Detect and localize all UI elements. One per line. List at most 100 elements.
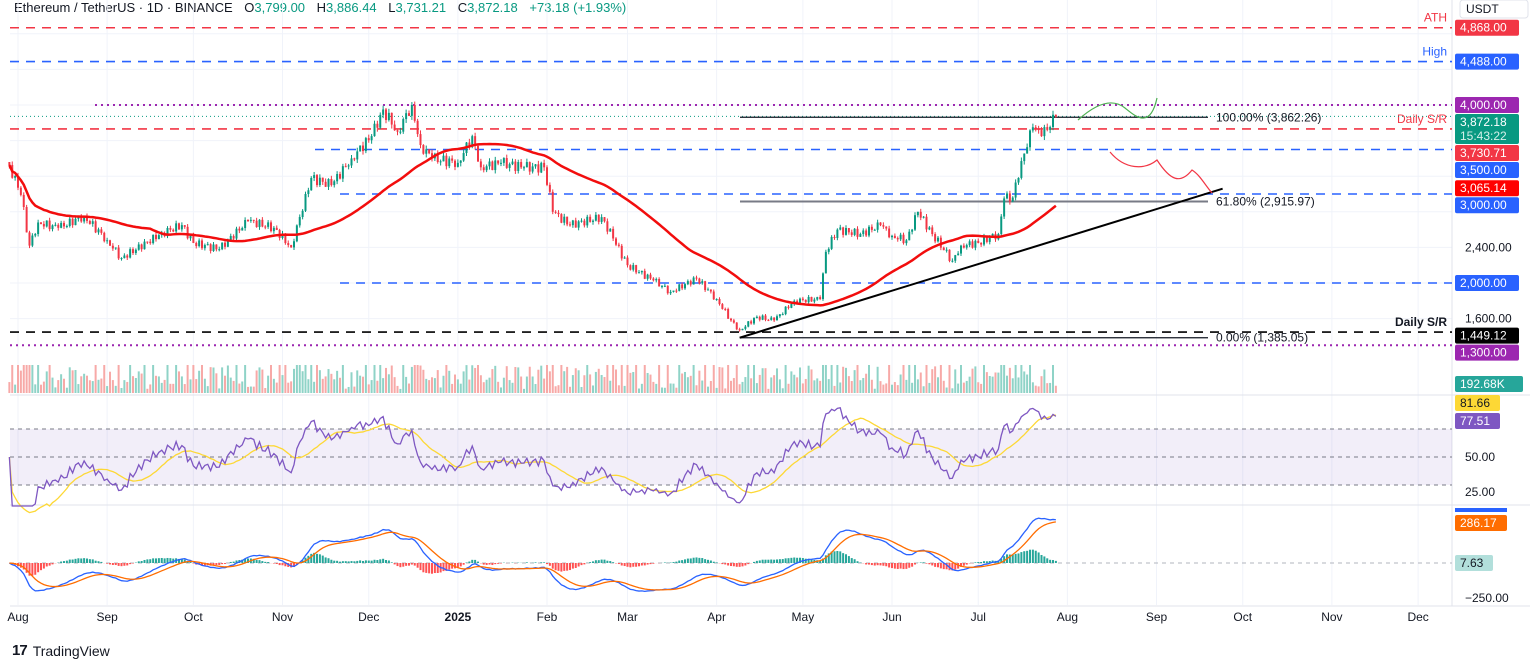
price-chart[interactable]: ATH High Daily S/R Daily S/R 100.00% (3,862.…	[0, 0, 1536, 640]
price-tag-level-3500: 3,500.00	[1460, 163, 1507, 177]
volume-bar	[491, 369, 494, 393]
volume-bar	[120, 387, 123, 393]
macd-histogram-bar	[724, 563, 727, 565]
candle	[439, 161, 442, 163]
ma-value-tag-bg	[1455, 180, 1519, 197]
candle	[827, 248, 830, 252]
macd-histogram-bar	[1054, 560, 1057, 563]
macd-histogram-bar	[684, 559, 686, 563]
candle	[663, 285, 666, 287]
volume-bar	[983, 365, 985, 393]
candle	[824, 251, 827, 274]
macd-histogram-bar	[45, 563, 48, 567]
volume-bar	[709, 380, 712, 393]
macd-histogram-bar	[367, 560, 370, 563]
volume-bar	[353, 386, 356, 393]
macd-histogram-bar	[882, 563, 885, 566]
last-price-tag-bg	[1455, 114, 1519, 144]
candle	[856, 228, 859, 237]
volume-bar	[422, 369, 425, 393]
macd-histogram-bar	[836, 551, 839, 563]
volume-bar	[149, 384, 152, 393]
currency-button[interactable]	[1459, 0, 1529, 19]
price-tag-high-bg	[1455, 53, 1519, 70]
candle	[183, 225, 186, 227]
volume-bar	[1008, 367, 1011, 393]
volume-bar	[574, 368, 577, 393]
price-tag-level-4000-bg	[1455, 97, 1519, 113]
candle	[350, 158, 353, 166]
volume-bar	[931, 369, 934, 393]
candle	[40, 222, 42, 224]
macd-histogram-bar	[77, 558, 80, 563]
candle	[172, 229, 175, 232]
volume-bar	[934, 366, 937, 393]
volume-bar	[57, 380, 60, 393]
macd-histogram-bar	[129, 563, 132, 565]
candle	[169, 228, 172, 230]
candle	[911, 229, 914, 232]
candle	[353, 158, 356, 160]
macd-histogram-bar	[1029, 549, 1031, 563]
candle	[19, 187, 22, 195]
macd-histogram-bar	[341, 561, 344, 563]
candle	[796, 300, 799, 304]
macd-histogram-bar	[462, 563, 465, 565]
macd-histogram-bar	[589, 562, 592, 563]
volume-bar	[198, 370, 201, 393]
candle	[1046, 127, 1049, 130]
candle	[347, 165, 350, 167]
volume-bar	[905, 379, 908, 393]
macd-histogram-bar	[715, 562, 718, 563]
level-caption-daily-sr-upper: Daily S/R	[1397, 112, 1447, 126]
volume-bar	[830, 365, 833, 393]
candle	[523, 167, 525, 169]
volume-bar	[876, 366, 879, 393]
volume-bar	[727, 365, 730, 393]
macd-histogram-bar	[155, 558, 157, 563]
candle	[120, 258, 123, 260]
volume-bar	[166, 365, 169, 393]
macd-histogram-bar	[71, 559, 74, 563]
candle	[707, 289, 709, 291]
volume-bar	[221, 367, 224, 393]
candle	[1031, 127, 1034, 131]
open-value: 3,799.00	[254, 0, 306, 15]
candle	[873, 229, 876, 231]
candle	[560, 214, 563, 223]
price-tag-level-3000: 3,000.00	[1460, 198, 1507, 212]
macd-histogram-bar	[965, 563, 968, 565]
candle	[804, 299, 807, 303]
macd-histogram-bar	[902, 563, 905, 570]
symbol-title[interactable]: Ethereum / TetherUS · 1D · BINANCE	[14, 0, 233, 15]
macd-histogram-bar	[592, 561, 594, 563]
candle	[146, 241, 149, 243]
macd-histogram-bar	[310, 553, 313, 563]
candle	[114, 247, 117, 249]
candle	[735, 322, 738, 330]
candle	[241, 228, 244, 231]
volume-bar	[764, 368, 767, 393]
candle	[747, 321, 750, 327]
volume-bar	[571, 375, 574, 393]
macd-histogram-bar	[563, 563, 566, 571]
volume-bar	[1034, 385, 1037, 393]
volume-bar	[25, 365, 28, 393]
volume-bar	[471, 365, 474, 393]
volume-bar	[241, 381, 244, 393]
macd-histogram-bar	[22, 563, 25, 570]
candle	[474, 136, 477, 146]
macd-histogram-bar	[410, 563, 413, 565]
volume-bar	[586, 365, 589, 393]
macd-histogram-bar	[635, 563, 638, 567]
volume-bar	[767, 388, 770, 393]
macd-histogram-bar	[247, 558, 249, 563]
macd-histogram-bar	[569, 563, 571, 571]
candle	[212, 244, 215, 251]
volume-bar	[103, 365, 106, 393]
macd-histogram-bar	[594, 560, 597, 563]
rsi-ma-value-tag-bg	[1455, 395, 1500, 411]
candle	[370, 136, 373, 141]
brand-name[interactable]: TradingView	[32, 642, 110, 659]
macd-histogram-bar	[362, 560, 364, 563]
